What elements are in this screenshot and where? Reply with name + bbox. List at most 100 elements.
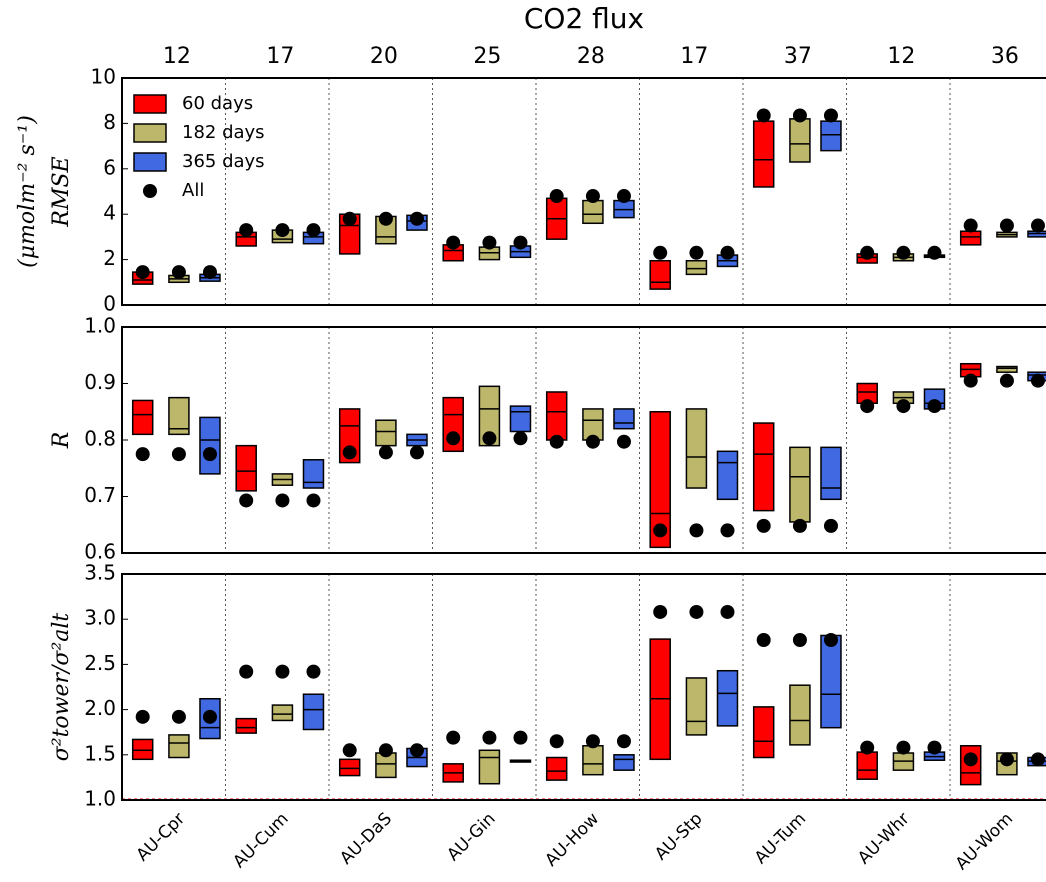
- y-tick-label: 1.0: [84, 314, 116, 338]
- all-dot: [409, 211, 424, 226]
- top-label: 20: [370, 44, 398, 69]
- all-dot: [616, 734, 631, 749]
- range-box: [375, 419, 397, 447]
- x-tick-label: AU-Tum: [751, 809, 810, 868]
- range-box: [613, 408, 635, 430]
- all-dot: [720, 604, 735, 619]
- y-tick-label: 3.5: [84, 561, 116, 585]
- y-tick-label: 1.0: [84, 787, 116, 811]
- range-box: [271, 704, 294, 722]
- range-box: [131, 399, 154, 436]
- y-tick-label: 2: [103, 246, 116, 270]
- all-dot: [823, 518, 838, 533]
- all-dot: [616, 189, 631, 204]
- all-dot: [275, 223, 290, 238]
- y-tick-label: 0: [103, 292, 116, 316]
- all-dot: [756, 632, 771, 647]
- x-tick-label: AU-Whr: [854, 809, 913, 868]
- all-dot: [202, 265, 217, 280]
- all-dot: [896, 399, 911, 414]
- x-tick-label: AU-Stp: [651, 809, 706, 864]
- range-box: [168, 396, 190, 436]
- all-dot: [585, 734, 600, 749]
- all-dot: [653, 604, 668, 619]
- all-dot: [860, 740, 875, 755]
- legend-swatch: [133, 152, 167, 172]
- range-box: [752, 120, 775, 188]
- top-label: 37: [784, 44, 812, 69]
- range-box: [716, 669, 739, 727]
- range-box: [649, 259, 671, 290]
- range-box: [545, 391, 568, 441]
- top-label: 17: [266, 44, 294, 69]
- all-dot: [1030, 752, 1045, 767]
- range-box: [613, 754, 635, 771]
- top-label: 28: [577, 44, 605, 69]
- legend-label: 365 days: [182, 151, 265, 172]
- range-box: [959, 230, 982, 246]
- all-dot: [823, 632, 838, 647]
- all-dot: [999, 218, 1014, 233]
- y-tick-label: 2.5: [84, 651, 116, 675]
- y-tick-label: 0.9: [84, 370, 116, 394]
- all-dot: [860, 399, 875, 414]
- y-tick-label: 2.0: [84, 696, 116, 720]
- all-dot: [616, 434, 631, 449]
- all-dot: [446, 730, 461, 745]
- all-dot: [202, 447, 217, 462]
- range-box: [338, 758, 361, 777]
- all-dot: [306, 493, 321, 508]
- all-dot: [239, 664, 254, 679]
- range-box: [478, 385, 501, 447]
- all-dot: [927, 245, 942, 260]
- range-box: [789, 684, 811, 746]
- range-box: [820, 634, 842, 729]
- all-dot: [275, 493, 290, 508]
- all-dot: [135, 447, 150, 462]
- y-tick-label: 1.5: [84, 741, 116, 765]
- all-dot: [756, 108, 771, 123]
- top-label: 12: [887, 44, 915, 69]
- range-box: [199, 416, 221, 475]
- all-dot: [135, 265, 150, 280]
- all-dot: [689, 604, 704, 619]
- all-dot: [342, 743, 357, 758]
- all-dot: [896, 245, 911, 260]
- y-tick-label: 8: [103, 110, 116, 134]
- all-dot: [549, 189, 564, 204]
- all-dot: [549, 734, 564, 749]
- all-dot: [409, 445, 424, 460]
- all-dot: [1030, 373, 1045, 388]
- y-tick-label: 3.0: [84, 606, 116, 630]
- all-dot: [171, 709, 186, 724]
- x-tick-label: AU-How: [541, 809, 603, 871]
- y-axis-label: σ²tower/σ²alt: [49, 613, 74, 762]
- range-box: [302, 459, 325, 489]
- range-box: [131, 738, 154, 761]
- all-dot: [927, 740, 942, 755]
- range-box: [856, 751, 878, 780]
- range-box: [509, 405, 532, 433]
- top-label: 25: [473, 44, 501, 69]
- range-box: [545, 756, 568, 781]
- chart-title: CO2 flux: [524, 2, 644, 35]
- all-dot: [513, 431, 528, 446]
- all-dot: [999, 373, 1014, 388]
- range-box: [685, 408, 708, 489]
- range-box: [685, 259, 708, 276]
- all-dot: [653, 523, 668, 538]
- legend-label: All: [182, 180, 204, 201]
- legend-label: 182 days: [182, 122, 265, 143]
- axis-frame: [121, 77, 1046, 306]
- all-dot: [585, 189, 600, 204]
- top-label: 17: [680, 44, 708, 69]
- x-tick-label: AU-Cpr: [133, 809, 189, 865]
- y-tick-label: 0.7: [84, 483, 116, 507]
- all-dot: [239, 493, 254, 508]
- range-box: [302, 693, 325, 731]
- all-dot: [306, 664, 321, 679]
- range-box: [996, 365, 1018, 373]
- legend-label: 60 days: [182, 93, 253, 114]
- all-dot: [378, 445, 393, 460]
- range-box: [168, 734, 190, 759]
